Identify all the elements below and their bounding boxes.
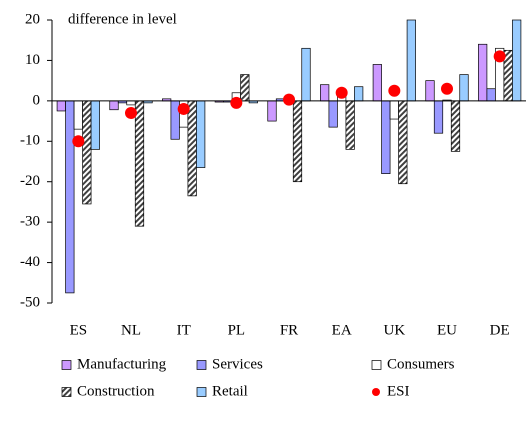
esi-dot xyxy=(125,106,137,119)
bar xyxy=(187,100,197,197)
bar xyxy=(381,100,391,174)
x-tick-label: DE xyxy=(490,322,510,338)
legend-label: Construction xyxy=(77,383,155,399)
legend-marker xyxy=(371,360,382,370)
bar xyxy=(267,100,277,122)
y-tick-label: -40 xyxy=(20,254,40,270)
bar xyxy=(301,47,311,102)
legend-label: ESI xyxy=(387,383,410,399)
legend-marker xyxy=(196,360,207,370)
bar xyxy=(354,86,364,102)
bar xyxy=(109,100,119,111)
bar xyxy=(459,74,469,102)
y-tick-label: -50 xyxy=(20,294,40,310)
bar xyxy=(90,100,100,150)
esi-dot xyxy=(283,93,295,106)
bar xyxy=(372,64,382,102)
legend-marker xyxy=(61,360,72,370)
bar xyxy=(292,100,303,183)
y-tick-label: -10 xyxy=(20,133,40,149)
x-tick-label: EU xyxy=(437,322,457,338)
bar xyxy=(73,100,83,130)
bar xyxy=(196,100,206,168)
bar xyxy=(433,100,444,134)
bar xyxy=(345,100,355,150)
bar xyxy=(82,100,92,205)
x-tick-label: ES xyxy=(70,322,88,338)
bar xyxy=(406,19,416,102)
bar xyxy=(389,100,399,120)
bar xyxy=(320,84,330,102)
esi-dot xyxy=(335,86,348,99)
legend-label: Retail xyxy=(212,383,248,399)
x-tick-label: UK xyxy=(383,322,405,338)
bar xyxy=(450,100,461,152)
y-tick-label: 0 xyxy=(33,92,41,108)
esi-dot xyxy=(493,50,506,63)
y-tick-label: 10 xyxy=(25,52,40,68)
x-tick-label: PL xyxy=(228,322,246,338)
legend-label: Consumers xyxy=(387,356,455,372)
bar xyxy=(240,74,250,102)
legend-marker xyxy=(372,388,380,396)
y-tick-label: -30 xyxy=(20,214,40,230)
bar xyxy=(425,80,435,102)
bar xyxy=(398,100,408,185)
bar xyxy=(328,100,338,128)
bar xyxy=(65,100,75,294)
x-tick-label: IT xyxy=(177,322,191,338)
legend-label: Services xyxy=(212,356,263,372)
esi-dot xyxy=(177,102,190,115)
esi-dot xyxy=(388,84,401,97)
bar xyxy=(486,88,496,102)
esi-dot xyxy=(230,96,243,109)
legend-marker xyxy=(61,387,72,397)
esi-dot xyxy=(72,135,85,148)
bar xyxy=(126,100,136,106)
y-tick-label: 20 xyxy=(25,11,40,27)
esi-dot xyxy=(441,82,453,95)
y-tick-label: -20 xyxy=(20,173,40,189)
legend-marker xyxy=(196,387,207,397)
x-tick-label: EA xyxy=(332,322,352,338)
x-tick-label: FR xyxy=(280,322,298,338)
legend-label: Manufacturing xyxy=(77,356,167,372)
bar xyxy=(512,19,522,102)
bar xyxy=(478,43,488,102)
bar xyxy=(56,100,66,112)
annotation: difference in level xyxy=(68,11,177,27)
bar xyxy=(134,100,145,227)
x-tick-label: NL xyxy=(121,322,141,338)
